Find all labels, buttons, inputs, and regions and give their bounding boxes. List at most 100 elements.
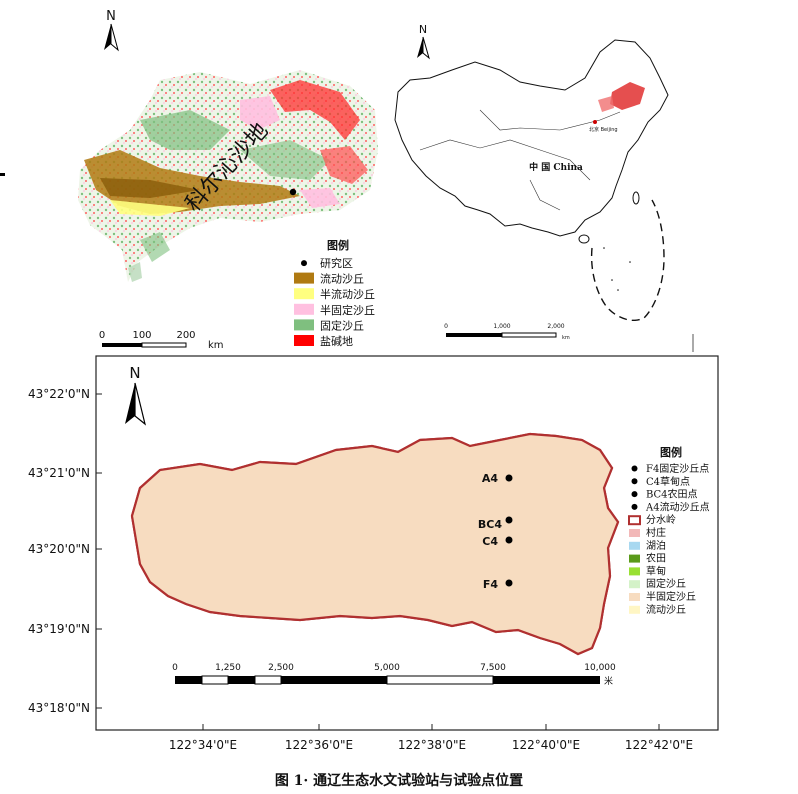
scale-tick: 10,000 xyxy=(584,663,616,673)
scale-tick: 100 xyxy=(132,330,151,341)
scale-tick: 1,250 xyxy=(215,663,241,673)
legend-label: A4流动沙丘点 xyxy=(645,500,710,513)
legend-title: 图例 xyxy=(660,445,682,459)
legend-swatch xyxy=(629,541,640,550)
china-outline xyxy=(394,39,669,237)
sample-point-c4 xyxy=(505,536,513,544)
city-label: 北京 Beijing xyxy=(589,126,618,133)
scale-tick: 200 xyxy=(176,330,195,341)
legend-label: 村庄 xyxy=(646,526,666,539)
legend-swatch xyxy=(629,529,640,537)
legend-swatch xyxy=(629,580,640,589)
legend-swatch xyxy=(629,593,640,601)
figure-caption: 图 1· 通辽生态水文试验站与试验点位置 xyxy=(274,773,524,789)
legend-label: 半固定沙丘 xyxy=(320,303,375,317)
legend-title: 图例 xyxy=(327,238,349,252)
point-label: C4 xyxy=(482,535,498,548)
top-left-scale-bar: 0 100 200 km xyxy=(99,330,224,351)
hainan-island xyxy=(578,234,590,244)
top-left-map: N 科尔沁沙地 xyxy=(0,9,378,351)
horqin-highlight xyxy=(610,82,645,110)
main-scale-bar: 0 1,250 2,500 5,000 7,500 10,000 米 xyxy=(172,663,616,687)
legend-swatch xyxy=(294,335,314,346)
taiwan-island xyxy=(632,191,640,205)
point-label: A4 xyxy=(482,472,499,485)
point-label: BC4 xyxy=(478,518,502,531)
main-legend: 图例 F4固定沙丘点C4草甸点BC4农田点A4流动沙丘点分水岭村庄湖泊农田草甸固… xyxy=(628,445,710,616)
scale-tick: 2,000 xyxy=(547,323,564,330)
legend-label: 半流动沙丘 xyxy=(320,287,375,301)
main-map: N xyxy=(28,355,719,752)
legend-label: 流动沙丘 xyxy=(646,603,686,616)
scale-tick: 7,500 xyxy=(480,663,506,673)
legend-label: 半固定沙丘 xyxy=(646,590,696,603)
north-arrow-icon: N xyxy=(417,23,430,60)
legend-swatch xyxy=(631,503,638,510)
lon-label: 122°40'0"E xyxy=(512,738,580,752)
north-arrow-icon: N xyxy=(125,364,147,426)
top-right-map: N 北京 Beijing 中 国 China 0 1,000 xyxy=(394,23,694,352)
legend-swatch xyxy=(294,272,314,284)
latitude-labels: 43°22'0"N 43°21'0"N 43°20'0"N 43°19'0"N … xyxy=(28,387,102,715)
scale-tick: 1,000 xyxy=(493,323,510,330)
edge-mark xyxy=(0,173,5,176)
legend-label: 固定沙丘 xyxy=(646,577,686,590)
north-label: N xyxy=(106,9,116,24)
sample-point-a4 xyxy=(505,474,513,482)
legend-label: 固定沙丘 xyxy=(320,318,364,332)
scale-unit: 米 xyxy=(604,675,613,687)
longitude-labels: 122°34'0"E 122°36'0"E 122°38'0"E 122°40'… xyxy=(169,724,693,752)
scale-tick: 5,000 xyxy=(374,663,400,673)
top-right-scale-bar: 0 1,000 2,000 km xyxy=(444,323,570,341)
legend-label: C4草甸点 xyxy=(646,475,690,488)
lon-label: 122°38'0"E xyxy=(398,738,466,752)
scale-unit: km xyxy=(562,335,570,341)
legend-label: F4固定沙丘点 xyxy=(646,462,709,475)
legend-swatch xyxy=(631,491,638,498)
legend-label: 湖泊 xyxy=(646,540,666,552)
sample-point-f4 xyxy=(505,579,513,587)
sample-points: A4 BC4 C4 F4 xyxy=(478,472,513,591)
scale-tick: 2,500 xyxy=(268,663,294,673)
lat-label: 43°22'0"N xyxy=(28,387,90,401)
legend-swatch xyxy=(301,260,307,267)
lat-label: 43°18'0"N xyxy=(28,701,90,715)
legend-label: 流动沙丘 xyxy=(320,272,364,286)
lat-label: 43°20'0"N xyxy=(28,542,90,556)
legend-swatch xyxy=(294,319,314,331)
north-arrow-icon: N xyxy=(104,9,119,52)
scale-unit: km xyxy=(208,340,224,351)
lon-label: 122°42'0"E xyxy=(625,738,693,752)
legend-label: 盐碱地 xyxy=(320,335,353,348)
horqin-region-map xyxy=(78,70,378,282)
legend-label: 分水岭 xyxy=(646,513,676,526)
point-label: F4 xyxy=(483,578,499,591)
lat-label: 43°19'0"N xyxy=(28,622,90,636)
lon-label: 122°34'0"E xyxy=(169,738,237,752)
country-label: 中 国 China xyxy=(529,161,583,173)
legend-swatch xyxy=(629,567,640,576)
north-label: N xyxy=(419,23,427,36)
legend-swatch xyxy=(631,478,638,485)
legend-label: 农田 xyxy=(646,552,666,565)
north-label: N xyxy=(129,364,140,382)
legend-swatch xyxy=(628,515,641,526)
legend-swatch xyxy=(631,465,638,472)
legend-label: BC4农田点 xyxy=(646,488,698,501)
sample-point-bc4 xyxy=(505,516,513,524)
legend-swatch xyxy=(629,554,640,563)
lat-label: 43°21'0"N xyxy=(28,466,90,480)
scale-tick: 0 xyxy=(444,323,448,330)
study-area-dot xyxy=(289,188,297,196)
legend-label: 草甸 xyxy=(646,564,666,577)
beijing-dot xyxy=(593,120,597,124)
legend-label: 研究区 xyxy=(320,256,353,270)
legend-swatch xyxy=(629,605,640,614)
lon-label: 122°36'0"E xyxy=(285,738,353,752)
nine-dash-line xyxy=(590,199,665,322)
legend-swatch xyxy=(294,303,314,315)
scale-tick: 0 xyxy=(172,663,178,673)
legend-swatch xyxy=(294,288,314,300)
